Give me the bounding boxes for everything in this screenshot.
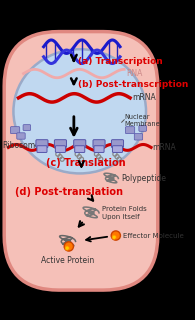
Text: Effector Molecule: Effector Molecule xyxy=(122,233,183,238)
FancyBboxPatch shape xyxy=(55,146,66,152)
Text: Protein Folds
Upon Itself: Protein Folds Upon Itself xyxy=(102,206,147,220)
Text: Polypeptide: Polypeptide xyxy=(122,174,167,183)
Circle shape xyxy=(65,246,69,250)
FancyBboxPatch shape xyxy=(134,134,143,140)
FancyBboxPatch shape xyxy=(139,125,146,131)
FancyBboxPatch shape xyxy=(54,140,66,148)
Text: mRNA: mRNA xyxy=(132,93,155,102)
Text: (b) Post-transcription: (b) Post-transcription xyxy=(78,80,188,89)
Text: RNA: RNA xyxy=(127,69,143,78)
FancyBboxPatch shape xyxy=(23,125,31,131)
Circle shape xyxy=(64,242,74,251)
Text: (c) Translation: (c) Translation xyxy=(46,157,126,167)
FancyBboxPatch shape xyxy=(125,127,135,134)
Text: Active Protein: Active Protein xyxy=(41,256,94,265)
FancyBboxPatch shape xyxy=(4,32,158,290)
Text: Ribosome: Ribosome xyxy=(3,141,40,150)
FancyBboxPatch shape xyxy=(113,146,122,152)
FancyBboxPatch shape xyxy=(93,140,105,148)
Circle shape xyxy=(111,231,121,240)
FancyBboxPatch shape xyxy=(75,146,85,152)
FancyBboxPatch shape xyxy=(11,127,20,134)
Circle shape xyxy=(112,235,116,239)
Text: (d) Post-translation: (d) Post-translation xyxy=(15,187,123,197)
FancyBboxPatch shape xyxy=(17,133,25,139)
FancyBboxPatch shape xyxy=(36,140,48,148)
Ellipse shape xyxy=(13,49,146,173)
FancyBboxPatch shape xyxy=(37,146,47,152)
Text: (a) Transcription: (a) Transcription xyxy=(78,57,163,66)
Text: Nuclear
Membrane: Nuclear Membrane xyxy=(124,114,160,127)
FancyBboxPatch shape xyxy=(94,146,104,152)
FancyBboxPatch shape xyxy=(74,140,86,148)
Text: mRNA: mRNA xyxy=(153,143,176,152)
FancyBboxPatch shape xyxy=(112,140,124,148)
